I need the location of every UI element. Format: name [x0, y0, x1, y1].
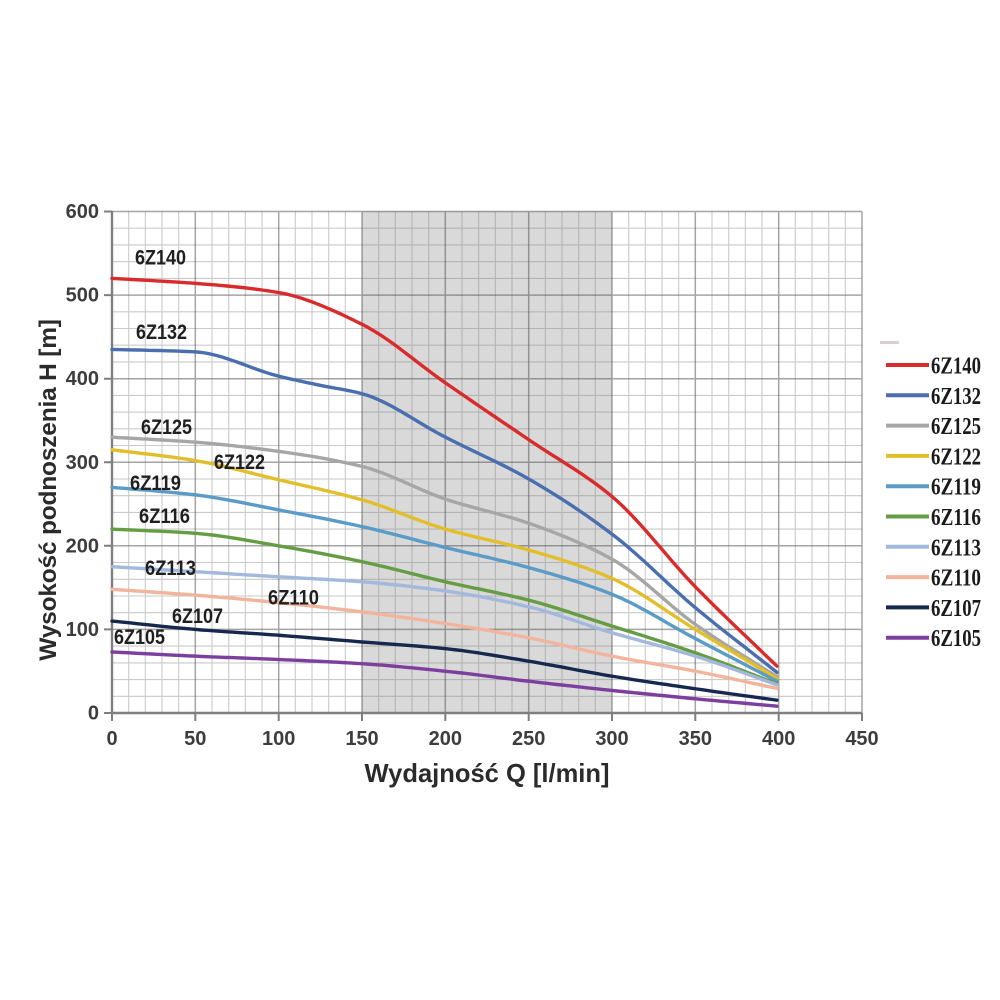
svg-text:400: 400: [762, 728, 795, 750]
svg-text:450: 450: [845, 728, 878, 750]
svg-text:0: 0: [106, 728, 117, 750]
svg-text:6Z140: 6Z140: [931, 354, 981, 380]
svg-text:6Z110: 6Z110: [931, 566, 981, 592]
svg-text:50: 50: [184, 728, 206, 750]
svg-text:Wydajność Q [l/min]: Wydajność Q [l/min]: [365, 758, 610, 788]
svg-text:6Z113: 6Z113: [145, 557, 196, 580]
svg-text:6Z116: 6Z116: [139, 505, 190, 528]
svg-text:6Z140: 6Z140: [135, 247, 186, 270]
svg-text:6Z107: 6Z107: [172, 605, 223, 628]
svg-text:6Z132: 6Z132: [136, 321, 187, 344]
svg-text:Wysokość podnoszenia H [m]: Wysokość podnoszenia H [m]: [35, 319, 62, 661]
svg-text:6Z105: 6Z105: [114, 626, 165, 649]
svg-text:100: 100: [262, 728, 295, 750]
svg-text:6Z105: 6Z105: [931, 626, 981, 652]
svg-text:300: 300: [595, 728, 628, 750]
svg-text:6Z122: 6Z122: [214, 451, 265, 474]
svg-text:6Z107: 6Z107: [931, 596, 981, 622]
svg-text:500: 500: [66, 285, 99, 307]
svg-text:150: 150: [345, 728, 378, 750]
svg-text:6Z119: 6Z119: [931, 475, 981, 501]
svg-text:6Z113: 6Z113: [931, 535, 981, 561]
svg-text:0: 0: [88, 703, 99, 725]
svg-text:6Z116: 6Z116: [931, 505, 981, 531]
svg-text:600: 600: [66, 201, 99, 223]
svg-text:6Z125: 6Z125: [931, 414, 981, 440]
svg-text:6Z125: 6Z125: [141, 416, 192, 439]
svg-text:6Z110: 6Z110: [268, 587, 319, 610]
svg-text:6Z119: 6Z119: [130, 472, 181, 495]
svg-text:300: 300: [66, 452, 99, 474]
svg-text:6Z122: 6Z122: [931, 444, 981, 470]
svg-text:350: 350: [679, 728, 712, 750]
svg-text:250: 250: [512, 728, 545, 750]
svg-text:100: 100: [66, 619, 99, 641]
svg-text:200: 200: [66, 535, 99, 557]
svg-text:200: 200: [429, 728, 462, 750]
svg-text:400: 400: [66, 368, 99, 390]
svg-text:6Z132: 6Z132: [931, 384, 981, 410]
